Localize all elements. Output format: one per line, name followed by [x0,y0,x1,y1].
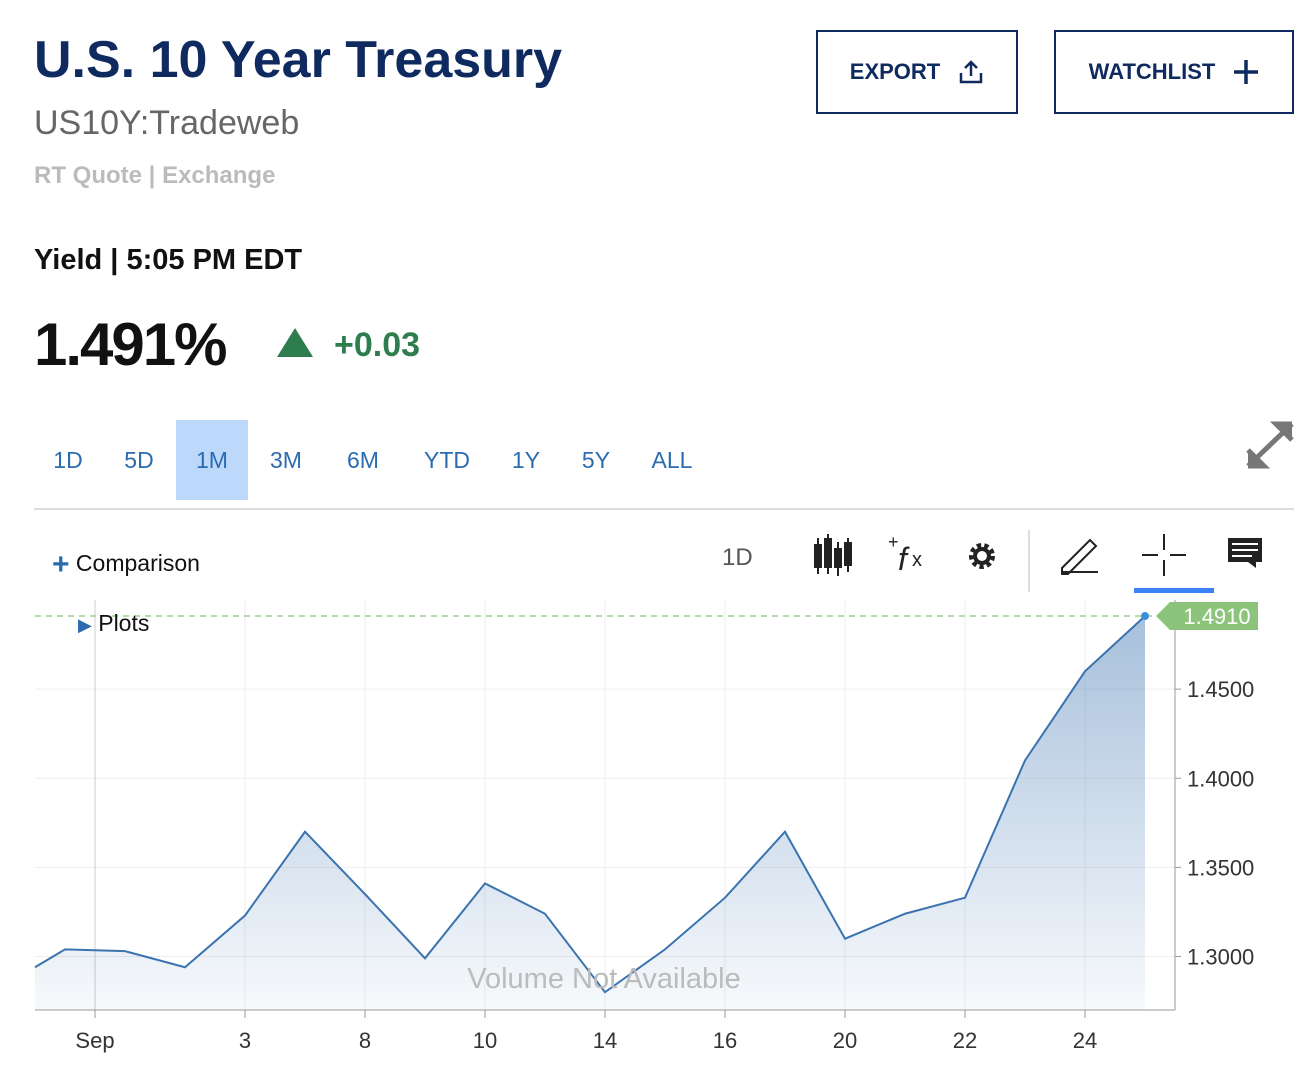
y-tick-label: 1.4500 [1187,677,1254,702]
yield-label: Yield [34,244,103,276]
svg-text:+: + [888,532,899,552]
x-tick-label: 10 [473,1028,497,1053]
x-tick-label: 16 [713,1028,737,1053]
x-tick-label: Sep [75,1028,114,1053]
comparison-label: Comparison [75,550,200,576]
gear-icon[interactable] [969,543,995,569]
quote-type: RT Quote [34,162,142,189]
toolbar-icons: + f x [814,530,1262,593]
last-value-label: 1.4910 [1183,604,1250,629]
area-fill [35,616,1145,1010]
range-button[interactable]: 3M [270,446,302,473]
quote-time: 5:05 PM EDT [126,244,303,276]
range-button[interactable]: 1D [53,446,83,473]
watchlist-button[interactable]: WATCHLIST [1054,30,1294,114]
expand-icon[interactable] [1244,420,1296,470]
range-button[interactable]: 1Y [511,446,541,473]
divider [34,508,1294,510]
x-tick-label: 20 [833,1028,857,1053]
export-button[interactable]: EXPORT [816,30,1018,114]
plots-label: Plots [98,610,150,636]
x-tick-label: 3 [239,1028,251,1053]
x-tick-label: 14 [593,1028,617,1053]
x-tick-label: 22 [953,1028,977,1053]
comparison[interactable]: + Comparison [52,548,200,581]
range-button[interactable]: 5Y [581,446,611,473]
change: +0.03 [334,326,421,364]
exchange: Exchange [162,162,276,189]
price: 1.491% [34,311,227,378]
range-button[interactable]: ALL [651,446,693,473]
plots[interactable]: ▶ Plots [78,610,150,636]
range-button[interactable]: YTD [424,446,470,473]
range-button[interactable]: 1M [176,420,248,500]
chart: Volume Not Available 1.3000 1.3500 1.4000 1.… [34,600,1258,1053]
plus-icon [1234,60,1259,84]
svg-text:f: f [898,541,910,577]
y-tick-label: 1.4000 [1187,766,1254,791]
up-arrow [277,328,313,357]
watchlist-label: WATCHLIST [1088,59,1216,84]
x-tick-label: 24 [1073,1028,1097,1053]
last-point [1141,612,1149,621]
quote-source: RT Quote | Exchange [34,162,276,189]
range-button[interactable]: 5D [124,446,154,473]
x-tick-label: 8 [359,1028,371,1053]
candle-icon[interactable] [814,534,852,576]
symbol: US10Y:Tradeweb [34,104,300,142]
range-button[interactable]: 6M [347,446,379,473]
yield-line: Yield | 5:05 PM EDT [34,244,303,276]
interval[interactable]: 1D [722,544,753,571]
svg-text:x: x [912,549,922,571]
export-label: EXPORT [849,59,941,84]
annotation: Volume Not Available [467,963,741,995]
y-tick-label: 1.3000 [1187,945,1254,970]
line [34,615,1146,994]
last-value-tag [1156,602,1258,631]
export-icon [959,60,983,84]
y-tick-label: 1.3500 [1187,855,1254,880]
title: U.S. 10 Year Treasury [34,31,563,89]
